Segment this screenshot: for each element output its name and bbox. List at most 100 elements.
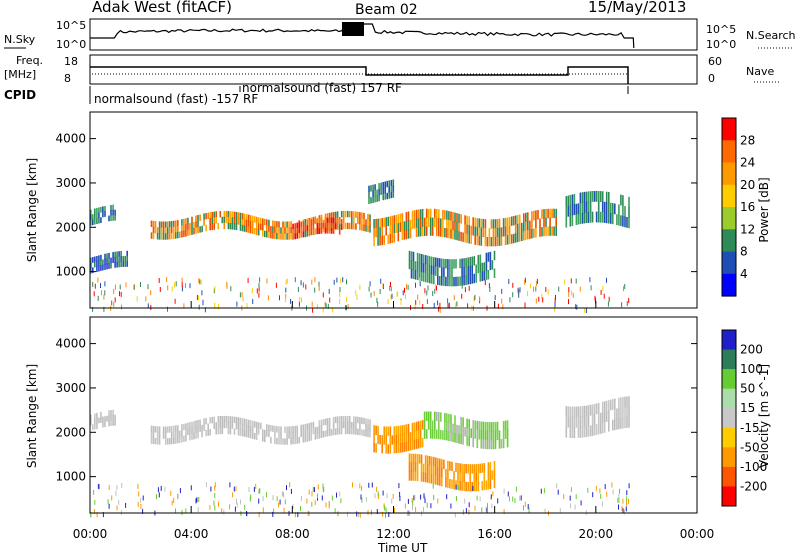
echo-cell <box>193 427 195 434</box>
echo-cell <box>197 226 199 234</box>
echo-cell <box>236 502 238 508</box>
echo-cell <box>332 228 335 234</box>
echo-cell <box>409 441 412 451</box>
echo-cell <box>444 413 446 423</box>
echo-cell <box>199 419 201 426</box>
echo-cell <box>405 442 408 452</box>
echo-cell <box>610 213 612 224</box>
echo-cell <box>571 204 574 216</box>
echo-cell <box>150 232 153 239</box>
echo-cell <box>441 267 443 277</box>
echo-cell <box>217 428 220 435</box>
echo-cell <box>544 508 546 514</box>
echo-cell <box>137 501 139 507</box>
echo-cell <box>359 423 361 430</box>
echo-cell <box>531 211 533 221</box>
echo-cell <box>454 433 456 443</box>
echo-cell <box>555 294 556 300</box>
echo-cell <box>150 220 153 227</box>
echo-cell <box>443 276 445 286</box>
echo-cell <box>424 498 426 504</box>
echo-cell <box>288 432 290 439</box>
echo-cell <box>547 289 549 295</box>
echo-cell <box>494 430 497 441</box>
echo-cell <box>422 272 425 282</box>
echo-cell <box>292 504 294 509</box>
echo-cell <box>533 210 535 221</box>
echo-cell <box>292 234 294 240</box>
echo-cell <box>237 218 240 225</box>
echo-cell <box>239 218 242 225</box>
echo-cell <box>435 475 437 485</box>
echo-cell <box>587 425 590 437</box>
echo-cell <box>416 270 419 280</box>
nsky-right-tick-bottom: 10^0 <box>706 38 736 51</box>
echo-cell <box>445 259 447 269</box>
echo-cell <box>547 208 549 219</box>
echo-cell <box>327 303 329 309</box>
echo-cell <box>347 222 349 230</box>
echo-cell <box>243 219 246 226</box>
echo-cell <box>466 418 468 428</box>
echo-cell <box>221 415 224 423</box>
echo-cell <box>461 276 463 286</box>
echo-cell <box>608 192 610 203</box>
echo-cell <box>158 432 161 439</box>
echo-cell <box>259 488 261 493</box>
echo-cell <box>276 437 278 445</box>
echo-cell <box>474 429 476 439</box>
echo-cell <box>297 287 299 292</box>
echo-cell <box>197 507 199 513</box>
echo-cell <box>203 213 205 220</box>
echo-cell <box>437 498 439 504</box>
echo-cell <box>349 211 351 218</box>
echo-cell <box>256 288 258 294</box>
echo-cell <box>621 302 623 308</box>
echo-cell <box>300 424 302 432</box>
echo-cell <box>280 426 282 433</box>
echo-cell <box>583 416 586 427</box>
echo-cell <box>531 229 533 239</box>
echo-cell <box>439 276 441 286</box>
echo-cell <box>332 223 335 229</box>
echo-cell <box>314 228 317 235</box>
echo-cell <box>496 219 499 229</box>
echo-cell <box>435 466 437 476</box>
echo-cell <box>196 295 198 300</box>
echo-cell <box>203 424 205 431</box>
echo-cell <box>292 228 294 235</box>
echo-cell <box>491 260 494 270</box>
echo-cell <box>422 463 425 474</box>
echo-cell <box>349 416 351 423</box>
echo-cell <box>357 416 359 424</box>
echo-cell <box>381 226 383 237</box>
echo-cell <box>494 228 497 238</box>
echo-cell <box>535 298 537 304</box>
echo-cell <box>96 261 98 267</box>
echo-cell <box>119 284 121 290</box>
echo-cell <box>377 434 379 445</box>
echo-cell <box>593 414 596 425</box>
echo-cell <box>461 258 463 268</box>
echo-cell <box>500 227 503 237</box>
echo-cell <box>535 210 537 220</box>
echo-cell <box>92 282 94 287</box>
echo-cell <box>601 401 604 413</box>
echo-cell <box>571 290 573 296</box>
echo-cell <box>347 304 349 310</box>
echo-cell <box>324 227 327 234</box>
echo-cell <box>516 223 519 234</box>
echo-cell <box>326 213 329 220</box>
echo-cell <box>417 439 420 449</box>
echo-cell <box>415 209 418 220</box>
echo-cell <box>225 216 228 224</box>
echo-cell <box>628 217 630 229</box>
echo-cell <box>431 420 434 430</box>
echo-cell <box>320 425 323 432</box>
echo-cell <box>330 228 333 234</box>
echo-cell <box>102 512 104 518</box>
echo-cell <box>429 420 432 430</box>
echo-cell <box>455 462 457 472</box>
echo-cell <box>266 231 268 238</box>
echo-cell <box>554 297 556 303</box>
